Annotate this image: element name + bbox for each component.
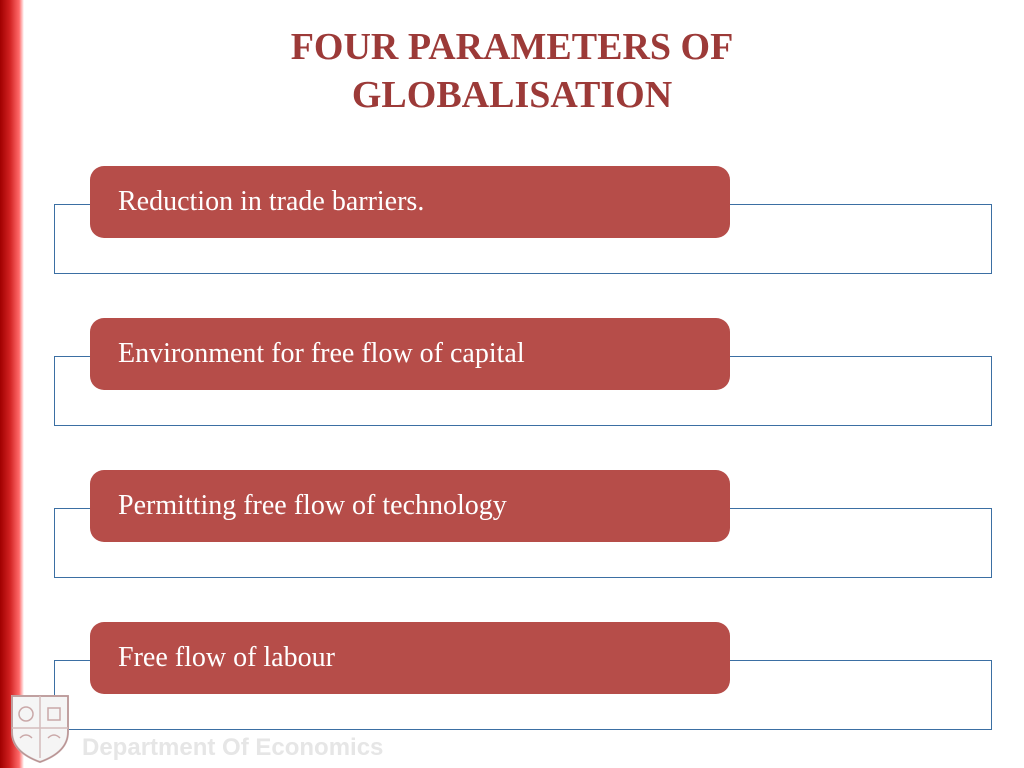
- title-line-2: GLOBALISATION: [0, 72, 1024, 120]
- footer-department: Department Of Economics: [82, 734, 383, 762]
- parameter-label: Environment for free flow of capital: [118, 338, 525, 370]
- parameter-pill: Environment for free flow of capital: [90, 318, 730, 390]
- parameters-list: Reduction in trade barriers. Environment…: [54, 166, 992, 744]
- parameter-block: Free flow of labour: [54, 622, 992, 714]
- slide-title: FOUR PARAMETERS OF GLOBALISATION: [0, 24, 1024, 119]
- parameter-pill: Free flow of labour: [90, 622, 730, 694]
- parameter-label: Reduction in trade barriers.: [118, 186, 424, 218]
- parameter-pill: Reduction in trade barriers.: [90, 166, 730, 238]
- parameter-block: Reduction in trade barriers.: [54, 166, 992, 288]
- university-crest-icon: [4, 688, 76, 766]
- parameter-label: Free flow of labour: [118, 642, 335, 674]
- parameter-label: Permitting free flow of technology: [118, 490, 507, 522]
- parameter-block: Environment for free flow of capital: [54, 318, 992, 440]
- title-line-1: FOUR PARAMETERS OF: [0, 24, 1024, 72]
- parameter-block: Permitting free flow of technology: [54, 470, 992, 592]
- parameter-pill: Permitting free flow of technology: [90, 470, 730, 542]
